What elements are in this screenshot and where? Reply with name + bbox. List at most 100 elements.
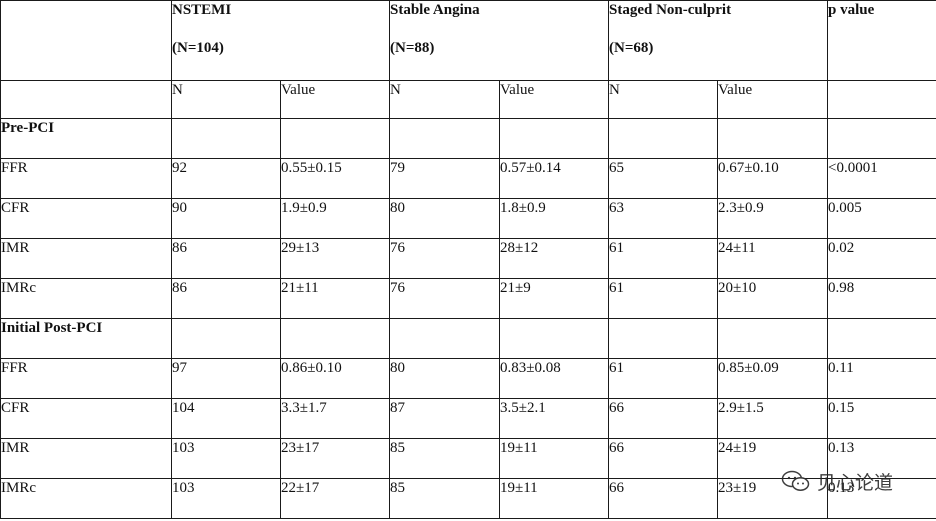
stable-angina-n: 79 — [389, 158, 500, 199]
p-value: 0.15 — [827, 398, 936, 439]
subheader-n: N — [171, 80, 281, 119]
stable-angina-value: 1.8±0.9 — [499, 198, 609, 239]
group-name: Staged Non-culprit — [609, 2, 732, 18]
table-row: IMRc 103 22±17 85 19±11 66 23±19 0.13 — [0, 478, 936, 519]
metric-label: CFR — [0, 398, 172, 439]
empty-cell — [827, 318, 936, 359]
nstemi-value: 0.55±0.15 — [280, 158, 390, 199]
empty-cell — [171, 318, 281, 359]
stable-angina-n: 87 — [389, 398, 500, 439]
group-header-stable-angina: Stable Angina (N=88) — [389, 0, 609, 81]
subheader-n: N — [389, 80, 500, 119]
staged-non-culprit-value: 0.67±0.10 — [717, 158, 828, 199]
empty-cell — [827, 118, 936, 159]
staged-non-culprit-n: 61 — [608, 278, 718, 319]
staged-non-culprit-value: 2.3±0.9 — [717, 198, 828, 239]
p-value: 0.11 — [827, 358, 936, 399]
stable-angina-n: 85 — [389, 438, 500, 479]
nstemi-n: 97 — [171, 358, 281, 399]
empty-cell — [499, 318, 609, 359]
nstemi-value: 0.86±0.10 — [280, 358, 390, 399]
table-row: IMR 86 29±13 76 28±12 61 24±11 0.02 — [0, 238, 936, 279]
nstemi-value: 23±17 — [280, 438, 390, 479]
stable-angina-value: 28±12 — [499, 238, 609, 279]
nstemi-value: 29±13 — [280, 238, 390, 279]
group-count: (N=68) — [609, 40, 654, 56]
group-name: NSTEMI — [172, 2, 232, 18]
empty-cell — [717, 118, 828, 159]
subheader-value: Value — [280, 80, 390, 119]
staged-non-culprit-value: 23±19 — [717, 478, 828, 519]
empty-cell — [171, 118, 281, 159]
empty-cell — [499, 118, 609, 159]
metric-label: IMR — [0, 438, 172, 479]
staged-non-culprit-n: 63 — [608, 198, 718, 239]
header-row: NSTEMI (N=104) Stable Angina (N=88) Stag… — [0, 0, 936, 81]
table-row: FFR 92 0.55±0.15 79 0.57±0.14 65 0.67±0.10 <0.0… — [0, 158, 936, 199]
stable-angina-value: 3.5±2.1 — [499, 398, 609, 439]
section-row: Pre-PCI — [0, 118, 936, 159]
subheader-n: N — [608, 80, 718, 119]
metric-label: CFR — [0, 198, 172, 239]
table-row: CFR 104 3.3±1.7 87 3.5±2.1 66 2.9±1.5 0.15 — [0, 398, 936, 439]
metric-label: IMR — [0, 238, 172, 279]
staged-non-culprit-n: 61 — [608, 358, 718, 399]
stable-angina-value: 21±9 — [499, 278, 609, 319]
empty-cell — [280, 118, 390, 159]
empty-cell — [608, 118, 718, 159]
stable-angina-n: 76 — [389, 238, 500, 279]
subheader-value: Value — [717, 80, 828, 119]
stable-angina-value: 19±11 — [499, 438, 609, 479]
section-label: Initial Post-PCI — [0, 318, 172, 359]
table-row: CFR 90 1.9±0.9 80 1.8±0.9 63 2.3±0.9 0.005 — [0, 198, 936, 239]
stable-angina-value: 0.83±0.08 — [499, 358, 609, 399]
group-header-nstemi: NSTEMI (N=104) — [171, 0, 390, 81]
staged-non-culprit-value: 20±10 — [717, 278, 828, 319]
p-value: 0.13 — [827, 478, 936, 519]
nstemi-n: 86 — [171, 278, 281, 319]
pvalue-header: p value — [827, 0, 936, 81]
nstemi-value: 22±17 — [280, 478, 390, 519]
staged-non-culprit-value: 24±19 — [717, 438, 828, 479]
stable-angina-n: 85 — [389, 478, 500, 519]
group-count: (N=88) — [390, 40, 435, 56]
stable-angina-n: 80 — [389, 198, 500, 239]
staged-non-culprit-value: 24±11 — [717, 238, 828, 279]
staged-non-culprit-n: 66 — [608, 398, 718, 439]
nstemi-n: 86 — [171, 238, 281, 279]
staged-non-culprit-n: 65 — [608, 158, 718, 199]
group-name: Stable Angina — [390, 2, 480, 18]
subheader-blank-cell — [0, 80, 172, 119]
empty-cell — [608, 318, 718, 359]
staged-non-culprit-n: 61 — [608, 238, 718, 279]
p-value: 0.13 — [827, 438, 936, 479]
section-label: Pre-PCI — [0, 118, 172, 159]
subheader-blank-cell — [827, 80, 936, 119]
group-count: (N=104) — [172, 40, 224, 56]
staged-non-culprit-value: 2.9±1.5 — [717, 398, 828, 439]
table-row: IMR 103 23±17 85 19±11 66 24±19 0.13 — [0, 438, 936, 479]
metric-label: FFR — [0, 158, 172, 199]
empty-cell — [280, 318, 390, 359]
metric-label: FFR — [0, 358, 172, 399]
nstemi-n: 104 — [171, 398, 281, 439]
nstemi-n: 90 — [171, 198, 281, 239]
staged-non-culprit-n: 66 — [608, 478, 718, 519]
stable-angina-value: 0.57±0.14 — [499, 158, 609, 199]
empty-cell — [717, 318, 828, 359]
empty-cell — [389, 318, 500, 359]
stable-angina-value: 19±11 — [499, 478, 609, 519]
header-corner-cell — [0, 0, 172, 81]
nstemi-value: 1.9±0.9 — [280, 198, 390, 239]
staged-non-culprit-n: 66 — [608, 438, 718, 479]
table-row: FFR 97 0.86±0.10 80 0.83±0.08 61 0.85±0.09 0.11 — [0, 358, 936, 399]
staged-non-culprit-value: 0.85±0.09 — [717, 358, 828, 399]
nstemi-value: 21±11 — [280, 278, 390, 319]
p-value: 0.02 — [827, 238, 936, 279]
nstemi-value: 3.3±1.7 — [280, 398, 390, 439]
p-value: 0.005 — [827, 198, 936, 239]
group-header-staged-non-culprit: Staged Non-culprit (N=68) — [608, 0, 828, 81]
empty-cell — [389, 118, 500, 159]
metric-label: IMRc — [0, 478, 172, 519]
